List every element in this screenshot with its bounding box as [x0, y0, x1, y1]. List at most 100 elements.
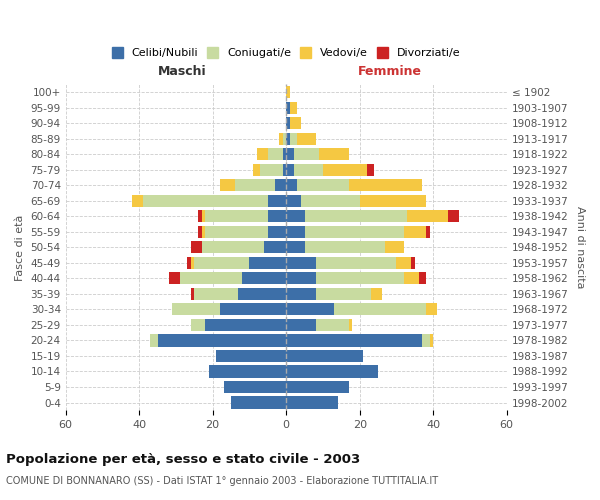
Bar [316, 272, 404, 284]
Text: Femmine: Femmine [358, 65, 422, 78]
Bar [297, 132, 316, 145]
Bar [194, 257, 250, 269]
Bar [367, 164, 374, 176]
Bar [198, 210, 202, 222]
Y-axis label: Anni di nascita: Anni di nascita [575, 206, 585, 288]
Bar [224, 381, 286, 393]
Bar [191, 242, 202, 254]
Bar [220, 304, 286, 316]
Bar [286, 210, 305, 222]
Bar [286, 164, 293, 176]
Bar [268, 148, 283, 160]
Bar [305, 242, 385, 254]
Bar [286, 381, 349, 393]
Bar [238, 288, 286, 300]
Bar [404, 226, 426, 238]
Bar [205, 210, 268, 222]
Bar [286, 257, 316, 269]
Bar [191, 288, 194, 300]
Bar [286, 195, 301, 207]
Bar [297, 180, 349, 192]
Bar [349, 180, 422, 192]
Bar [260, 164, 283, 176]
Bar [202, 242, 264, 254]
Bar [268, 210, 286, 222]
Bar [407, 210, 448, 222]
Bar [268, 226, 286, 238]
Bar [334, 304, 426, 316]
Bar [202, 226, 205, 238]
Text: COMUNE DI BONNANARO (SS) - Dati ISTAT 1° gennaio 2003 - Elaborazione TUTTITALIA.: COMUNE DI BONNANARO (SS) - Dati ISTAT 1°… [6, 476, 438, 486]
Bar [419, 272, 426, 284]
Bar [290, 117, 301, 130]
Bar [194, 288, 238, 300]
Bar [191, 319, 205, 331]
Bar [217, 350, 286, 362]
Bar [286, 350, 364, 362]
Bar [283, 164, 286, 176]
Bar [198, 226, 202, 238]
Bar [264, 242, 286, 254]
Bar [283, 148, 286, 160]
Bar [286, 334, 422, 346]
Bar [169, 272, 179, 284]
Bar [286, 396, 338, 408]
Bar [205, 226, 268, 238]
Bar [426, 304, 437, 316]
Bar [209, 366, 286, 378]
Bar [253, 164, 260, 176]
Bar [250, 257, 286, 269]
Bar [158, 334, 286, 346]
Bar [268, 195, 286, 207]
Bar [430, 334, 433, 346]
Bar [286, 242, 305, 254]
Bar [231, 396, 286, 408]
Bar [286, 86, 290, 99]
Bar [143, 195, 268, 207]
Bar [305, 210, 407, 222]
Bar [323, 164, 367, 176]
Bar [316, 319, 349, 331]
Bar [426, 226, 430, 238]
Bar [220, 180, 235, 192]
Legend: Celibi/Nubili, Coniugati/e, Vedovi/e, Divorziati/e: Celibi/Nubili, Coniugati/e, Vedovi/e, Di… [112, 48, 461, 58]
Bar [279, 132, 283, 145]
Bar [286, 180, 297, 192]
Bar [293, 164, 323, 176]
Text: Popolazione per età, sesso e stato civile - 2003: Popolazione per età, sesso e stato civil… [6, 452, 360, 466]
Bar [385, 242, 404, 254]
Bar [205, 319, 286, 331]
Bar [172, 304, 220, 316]
Bar [371, 288, 382, 300]
Bar [301, 195, 360, 207]
Bar [349, 319, 352, 331]
Bar [286, 304, 334, 316]
Bar [422, 334, 430, 346]
Y-axis label: Fasce di età: Fasce di età [15, 214, 25, 280]
Bar [286, 132, 290, 145]
Bar [290, 132, 297, 145]
Bar [275, 180, 286, 192]
Bar [316, 257, 397, 269]
Bar [290, 102, 297, 114]
Bar [257, 148, 268, 160]
Bar [132, 195, 143, 207]
Bar [448, 210, 459, 222]
Bar [286, 117, 290, 130]
Bar [316, 288, 371, 300]
Bar [319, 148, 349, 160]
Bar [191, 257, 194, 269]
Bar [202, 210, 205, 222]
Bar [286, 272, 316, 284]
Bar [179, 272, 242, 284]
Bar [286, 319, 316, 331]
Bar [286, 366, 378, 378]
Bar [411, 257, 415, 269]
Bar [187, 257, 191, 269]
Text: Maschi: Maschi [158, 65, 207, 78]
Bar [360, 195, 426, 207]
Bar [150, 334, 158, 346]
Bar [235, 180, 275, 192]
Bar [283, 132, 286, 145]
Bar [397, 257, 411, 269]
